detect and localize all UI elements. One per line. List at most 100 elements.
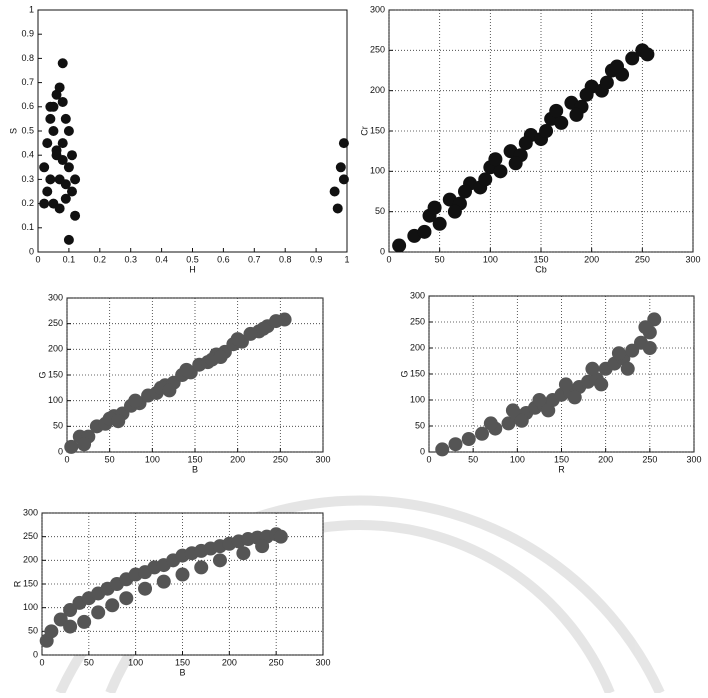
x-tick-label: 0 [64, 454, 69, 464]
point [432, 216, 447, 231]
point [458, 184, 472, 199]
x-tick-label: 0.7 [248, 254, 261, 264]
point [483, 416, 498, 431]
y-tick-label: 0 [29, 246, 34, 256]
x-tick-label: 0.2 [94, 254, 107, 264]
y-tick-label: 0.5 [21, 125, 34, 135]
x-axis-label: B [179, 667, 185, 677]
y-tick-label: 100 [370, 166, 385, 176]
y-tick-label: 0 [33, 649, 38, 659]
x-tick-label: 0 [386, 254, 391, 264]
y-tick-label: 250 [48, 318, 63, 328]
y-axis-label: S [8, 128, 18, 134]
x-tick-label: 150 [187, 454, 202, 464]
y-tick-label: 0.8 [21, 53, 34, 63]
x-tick-label: 200 [222, 657, 237, 667]
y-tick-label: 1 [29, 4, 34, 14]
point [392, 238, 407, 253]
x-tick-label: 250 [642, 454, 657, 464]
point [175, 567, 190, 582]
point [128, 393, 143, 408]
point [105, 598, 120, 613]
y-axis-label: R [12, 580, 22, 587]
point [213, 350, 228, 365]
y-tick-label: 200 [48, 344, 63, 354]
point [611, 346, 626, 361]
point [60, 113, 71, 124]
x-tick-label: 1 [344, 254, 349, 264]
point [620, 361, 635, 376]
x-tick-label: 50 [468, 454, 478, 464]
point [70, 210, 81, 221]
y-tick-label: 300 [370, 4, 385, 14]
point [119, 591, 134, 606]
point [39, 162, 50, 173]
y-tick-label: 250 [410, 316, 425, 326]
point [461, 432, 476, 446]
x-tick-label: 200 [598, 454, 613, 464]
y-axis-label: Cr [359, 126, 369, 136]
x-tick-label: 250 [269, 657, 284, 667]
point [642, 341, 657, 355]
point [45, 174, 56, 185]
x-tick-label: 300 [315, 454, 330, 464]
point [63, 126, 74, 136]
point [625, 51, 640, 66]
point [54, 82, 65, 93]
point [508, 156, 523, 171]
x-tick-label: 300 [686, 454, 701, 464]
point [475, 426, 489, 441]
point [338, 174, 349, 185]
x-tick-label: 200 [230, 454, 245, 464]
point [66, 150, 77, 161]
point [57, 96, 68, 107]
point [42, 138, 53, 149]
point [567, 390, 582, 405]
y-tick-label: 100 [23, 602, 38, 612]
point [599, 75, 614, 90]
x-tick-label: 250 [273, 454, 288, 464]
x-tick-label: 0.8 [279, 254, 292, 264]
point [91, 605, 106, 620]
x-tick-label: 100 [483, 254, 498, 264]
point [505, 403, 520, 418]
point [488, 152, 503, 167]
point [332, 203, 343, 214]
point [579, 87, 594, 102]
y-tick-label: 0 [58, 446, 63, 456]
y-tick-label: 200 [370, 85, 385, 95]
point [63, 234, 74, 245]
point [640, 47, 655, 62]
x-axis-label: B [192, 464, 198, 474]
point [236, 546, 251, 561]
point [63, 162, 74, 173]
x-tick-label: 0.3 [124, 254, 137, 264]
point [42, 186, 53, 197]
point [478, 172, 493, 187]
point [594, 377, 609, 392]
y-tick-label: 0 [420, 446, 425, 456]
point [45, 101, 56, 112]
point [417, 224, 432, 239]
y-tick-label: 150 [48, 369, 63, 379]
point [39, 198, 50, 209]
point [532, 393, 547, 407]
point [610, 59, 624, 74]
x-tick-label: 50 [84, 657, 94, 667]
y-tick-label: 300 [410, 290, 425, 300]
point [585, 361, 600, 376]
x-tick-label: 150 [533, 254, 548, 264]
y-tick-label: 0 [380, 246, 385, 256]
point [77, 614, 92, 629]
point [338, 138, 349, 149]
point [554, 115, 569, 130]
point [156, 574, 171, 589]
point [335, 162, 346, 173]
point [212, 553, 227, 568]
point [45, 113, 56, 124]
x-axis-label: H [189, 264, 196, 274]
y-tick-label: 200 [23, 555, 38, 565]
x-tick-label: 0.6 [217, 254, 230, 264]
point [230, 332, 245, 347]
